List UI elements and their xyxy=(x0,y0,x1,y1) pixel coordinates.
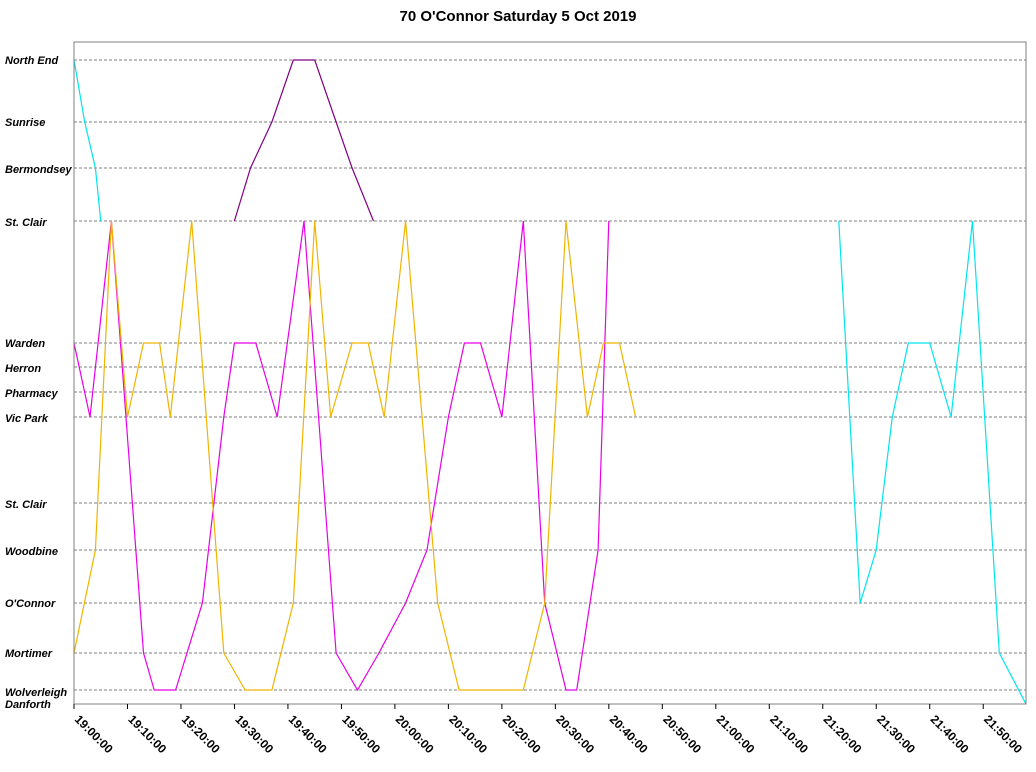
x-tick-label: 19:50:00 xyxy=(339,712,383,756)
x-tick-label: 21:10:00 xyxy=(767,712,811,756)
series-line-2 xyxy=(73,59,102,222)
stop-label: Woodbine xyxy=(5,546,58,558)
stop-label: Warden xyxy=(5,338,45,350)
x-tick-label: 20:30:00 xyxy=(553,712,597,756)
x-tick-label: 19:00:00 xyxy=(72,712,116,756)
grid-layer xyxy=(74,59,1026,691)
series-line-4 xyxy=(838,220,1027,705)
x-tick-label: 21:40:00 xyxy=(928,712,972,756)
x-tick-label: 21:30:00 xyxy=(874,712,918,756)
stop-label: St. Clair xyxy=(5,217,47,229)
series-layer xyxy=(73,59,1027,705)
x-tick-label: 19:10:00 xyxy=(125,712,169,756)
x-tick-label: 21:20:00 xyxy=(821,712,865,756)
x-tick-label: 20:10:00 xyxy=(446,712,490,756)
series-line-3 xyxy=(233,59,375,222)
stop-label: Mortimer xyxy=(5,648,53,660)
x-tick-label: 19:40:00 xyxy=(286,712,330,756)
stop-label: Bermondsey xyxy=(5,164,73,176)
stop-label: Wolverleigh xyxy=(5,687,67,699)
x-tick-label: 20:40:00 xyxy=(607,712,651,756)
stop-label: St. Clair xyxy=(5,499,47,511)
stop-label: Danforth xyxy=(5,699,51,711)
x-tick-label: 21:50:00 xyxy=(981,712,1025,756)
series-line-0 xyxy=(73,220,610,692)
plot-border xyxy=(73,41,1027,705)
x-tick-label: 19:20:00 xyxy=(179,712,223,756)
chart-title: 70 O'Connor Saturday 5 Oct 2019 xyxy=(399,8,637,25)
series-line-1 xyxy=(73,220,637,691)
x-tick-label: 20:50:00 xyxy=(660,712,704,756)
x-tick-label: 19:30:00 xyxy=(232,712,276,756)
stop-label: O'Connor xyxy=(5,598,56,610)
time-tick-labels: 19:00:00 19:10:00 19:20:00 19:30:00 19:40:00… xyxy=(72,704,1025,756)
stop-label: Herron xyxy=(5,363,41,375)
stop-label: Sunrise xyxy=(5,117,45,129)
x-tick-label: 21:00:00 xyxy=(714,712,758,756)
stop-label: Pharmacy xyxy=(5,388,58,400)
x-tick-label: 20:20:00 xyxy=(500,712,544,756)
stop-label: Vic Park xyxy=(5,413,49,425)
x-tick-label: 20:00:00 xyxy=(393,712,437,756)
stop-labels: North End Sunrise Bermondsey St. Clair Warde… xyxy=(5,55,73,711)
stop-label: North End xyxy=(5,55,58,67)
